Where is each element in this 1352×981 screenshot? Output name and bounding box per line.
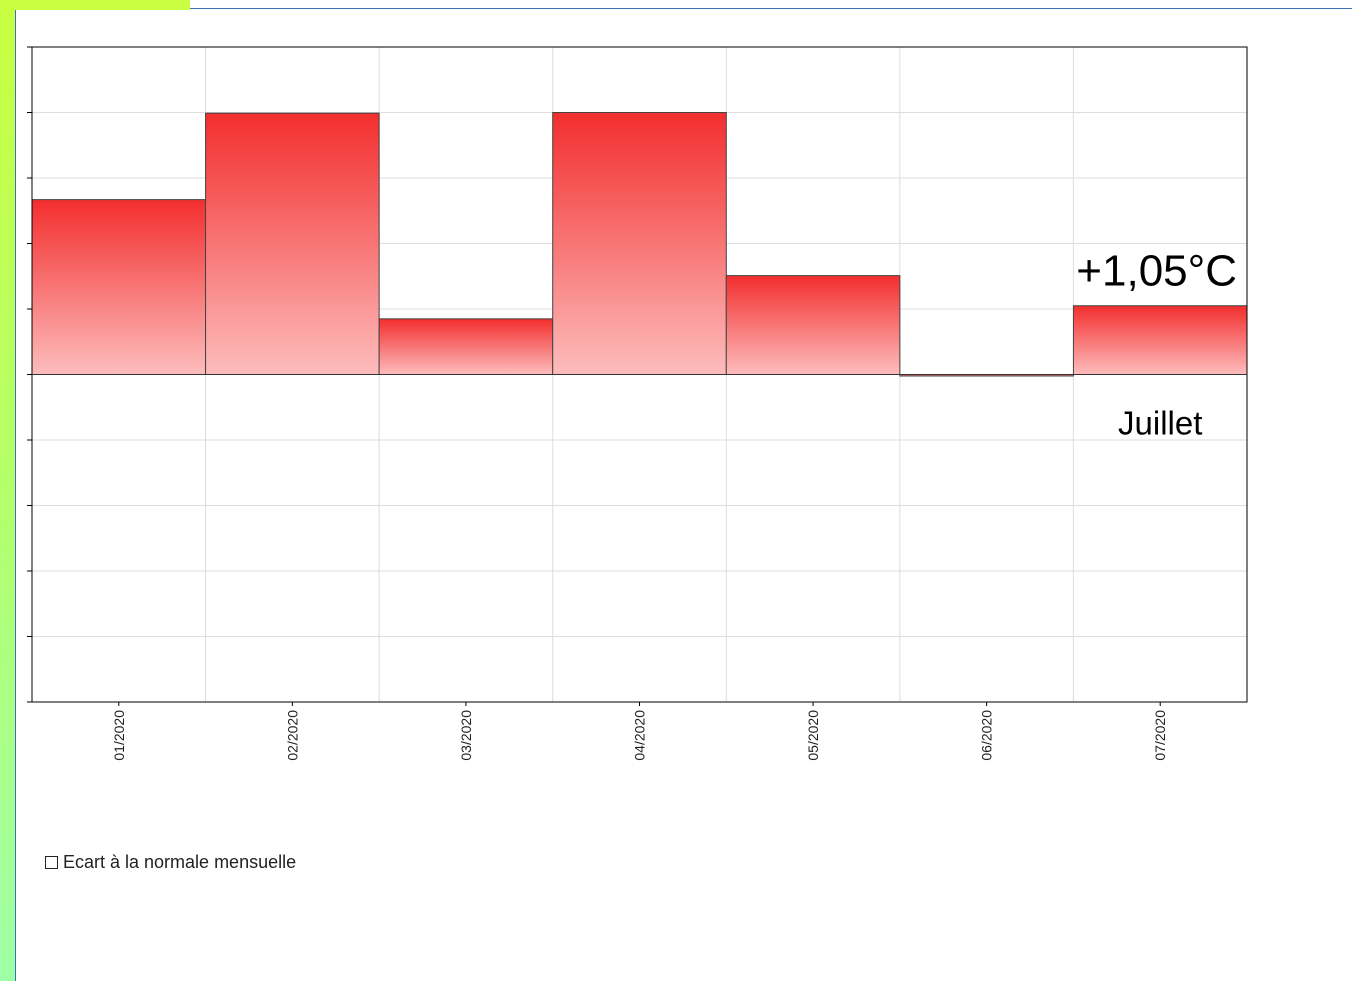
annotation-month: Juillet (1118, 405, 1202, 442)
x-tick-label: 06/2020 (979, 710, 995, 761)
left-decorative-strip (0, 0, 16, 981)
bar-07/2020 (1072, 305, 1248, 376)
legend-label: Ecart à la normale mensuelle (63, 852, 297, 872)
x-tick-label: 02/2020 (284, 710, 300, 761)
bar-05/2020 (725, 275, 901, 375)
x-tick-label: 05/2020 (805, 710, 821, 761)
x-tick-label: 04/2020 (632, 710, 648, 761)
top-border-line (190, 8, 1352, 9)
annotation-value: +1,05°C (1076, 247, 1237, 296)
x-tick-label: 01/2020 (111, 710, 127, 761)
legend: Ecart à la normale mensuelle (45, 852, 296, 873)
top-decorative-strip (0, 0, 190, 10)
bar-04/2020 (552, 112, 727, 375)
x-tick-label: 07/2020 (1152, 710, 1168, 761)
x-tick-label: 03/2020 (458, 710, 474, 761)
legend-checkbox[interactable] (45, 856, 58, 869)
bar-02/2020 (205, 112, 380, 375)
bar-03/2020 (378, 318, 554, 376)
bar-01/2020 (31, 199, 207, 375)
